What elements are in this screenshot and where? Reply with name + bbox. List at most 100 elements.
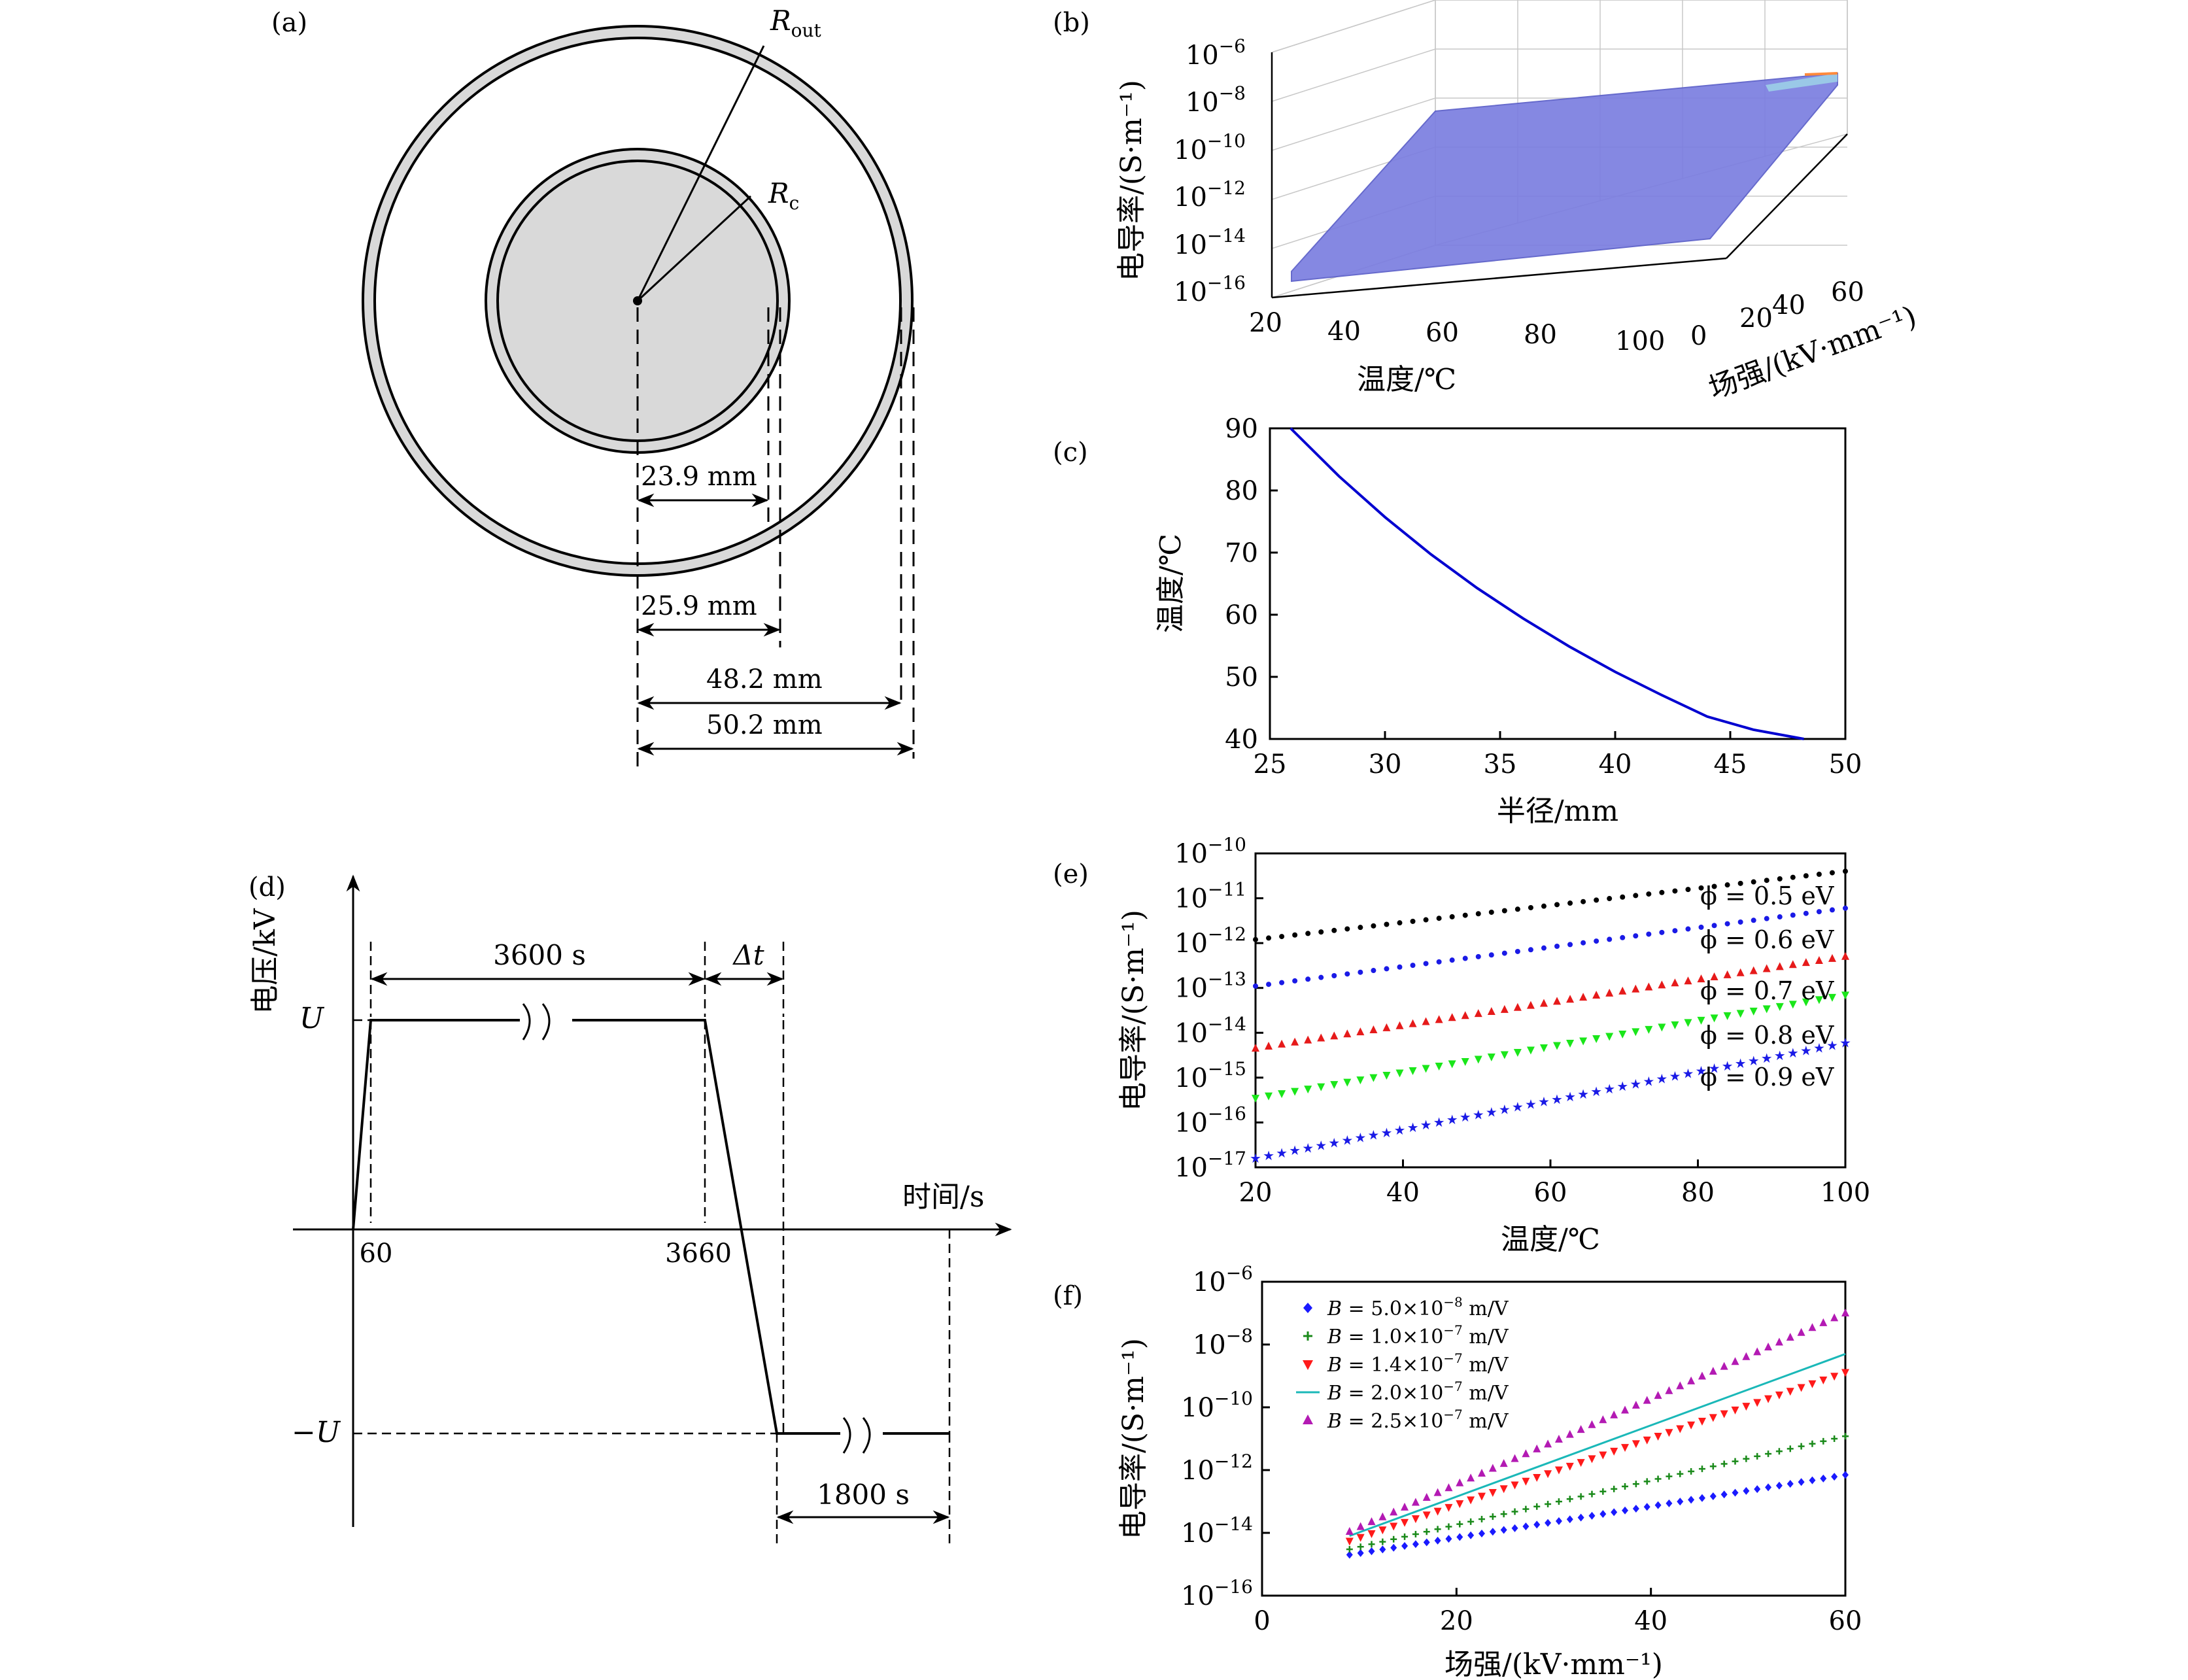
b-ztick-2: 10−10 <box>1174 130 1246 165</box>
f-point-2 <box>1356 1534 1365 1542</box>
e-point-0 <box>1777 876 1783 882</box>
f-point-1 <box>1666 1473 1673 1480</box>
f-point-2 <box>1499 1485 1508 1494</box>
panel-b: (b) 10−6 10−8 10−10 10−12 10−14 10−16 20… <box>1053 0 1921 405</box>
c-ytick-label: 90 <box>1225 414 1258 444</box>
e-point-0 <box>1790 874 1796 880</box>
e-point-2 <box>1671 978 1679 987</box>
f-point-0 <box>1831 1473 1838 1481</box>
f-point-0 <box>1720 1490 1728 1499</box>
c-plot-frame <box>1269 427 1847 740</box>
e-point-4: ★ <box>1616 1078 1628 1094</box>
e-point-2 <box>1553 997 1562 1005</box>
f-point-0 <box>1445 1535 1452 1543</box>
e-point-3 <box>1356 1076 1365 1085</box>
f-point-1 <box>1456 1520 1463 1528</box>
e-point-0 <box>1318 929 1324 935</box>
e-point-0 <box>1528 904 1533 910</box>
f-point-4 <box>1499 1459 1508 1467</box>
f-point-1 <box>1622 1483 1629 1490</box>
e-point-1 <box>1816 909 1822 915</box>
f-xtick-label: 60 <box>1829 1606 1862 1636</box>
f-point-4 <box>1731 1357 1739 1365</box>
e-point-0 <box>1751 879 1756 885</box>
f-point-4 <box>1467 1473 1475 1482</box>
f-point-2 <box>1720 1410 1728 1418</box>
e-point-4: ★ <box>1538 1094 1550 1110</box>
e-xtick-label: 100 <box>1820 1178 1870 1208</box>
e-point-1 <box>1266 982 1272 987</box>
c-ytick-label: 50 <box>1225 662 1258 693</box>
e-point-4: ★ <box>1603 1081 1615 1097</box>
e-point-2 <box>1710 972 1718 980</box>
f-point-1 <box>1511 1508 1518 1515</box>
f-point-4 <box>1775 1337 1783 1346</box>
f-point-2 <box>1477 1492 1486 1501</box>
e-point-3 <box>1658 1023 1666 1032</box>
b-ztick-4: 10−14 <box>1174 225 1246 260</box>
f-point-4 <box>1522 1449 1530 1458</box>
f-point-4 <box>1643 1396 1651 1404</box>
f-point-1 <box>1754 1452 1761 1460</box>
e-point-0 <box>1462 912 1468 918</box>
e-point-0 <box>1266 935 1272 941</box>
f-point-0 <box>1677 1498 1684 1506</box>
e-ytick-label: 10−14 <box>1174 1013 1246 1048</box>
e-point-2 <box>1448 1013 1456 1021</box>
f-point-0 <box>1709 1492 1717 1500</box>
b-ztick-3: 10−12 <box>1174 177 1246 213</box>
e-point-3 <box>1736 1010 1745 1018</box>
f-point-2 <box>1511 1481 1519 1490</box>
e-point-1 <box>1711 923 1717 929</box>
e-ytick-label: 10−11 <box>1174 879 1246 914</box>
e-point-0 <box>1659 889 1665 895</box>
f-point-4 <box>1830 1313 1839 1322</box>
f-xlabel: 场强/(kV·mm⁻¹) <box>1444 1648 1663 1680</box>
f-point-4 <box>1676 1381 1684 1390</box>
e-point-2 <box>1395 1021 1404 1029</box>
f-point-4 <box>1345 1527 1354 1535</box>
e-point-4: ★ <box>1800 1042 1812 1058</box>
f-ytick-label: 10−10 <box>1181 1388 1253 1423</box>
panel-f-label: (f) <box>1053 1281 1083 1311</box>
e-point-4: ★ <box>1774 1048 1786 1063</box>
e-point-3 <box>1500 1051 1509 1059</box>
f-point-1 <box>1522 1505 1530 1513</box>
f-point-0 <box>1643 1503 1650 1511</box>
e-point-2 <box>1579 993 1588 1001</box>
e-point-2 <box>1684 976 1692 985</box>
f-point-4 <box>1654 1391 1662 1399</box>
b-grid-line <box>1271 97 1436 151</box>
e-point-4: ★ <box>1722 1058 1734 1074</box>
f-point-0 <box>1511 1524 1518 1532</box>
f-point-1 <box>1765 1450 1772 1458</box>
e-point-4: ★ <box>1748 1053 1760 1069</box>
f-point-2 <box>1456 1500 1464 1509</box>
r-out-leader <box>636 45 765 301</box>
e-point-1 <box>1397 964 1403 970</box>
e-point-1 <box>1581 940 1586 946</box>
e-point-0 <box>1646 891 1652 897</box>
e-point-3 <box>1487 1054 1496 1062</box>
e-point-1 <box>1843 905 1848 911</box>
f-point-2 <box>1599 1451 1607 1460</box>
f-point-2 <box>1786 1388 1794 1396</box>
f-point-0 <box>1456 1533 1463 1541</box>
f-point-0 <box>1357 1549 1364 1557</box>
f-point-1 <box>1401 1533 1409 1540</box>
f-point-1 <box>1798 1443 1805 1450</box>
c-xtick-label: 50 <box>1829 749 1862 780</box>
b-ylabel: 场强/(kV·mm⁻¹) <box>1704 300 1921 405</box>
e-point-4: ★ <box>1367 1127 1379 1143</box>
r-c-label: Rc <box>768 177 799 214</box>
e-point-4: ★ <box>1696 1063 1707 1079</box>
f-point-0 <box>1809 1476 1816 1484</box>
e-point-1 <box>1633 933 1639 939</box>
r-c-leader <box>636 195 752 302</box>
f-point-0 <box>1346 1551 1353 1559</box>
f-point-0 <box>1688 1496 1695 1504</box>
f-point-0 <box>1743 1486 1750 1495</box>
e-point-2 <box>1736 968 1745 976</box>
e-point-3 <box>1710 1014 1718 1023</box>
panel-e-label: (e) <box>1053 859 1089 889</box>
